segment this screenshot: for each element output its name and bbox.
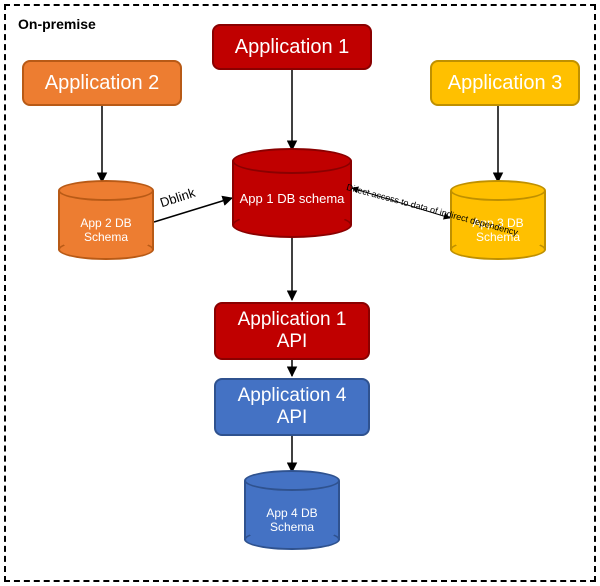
- node-app2: Application 2: [22, 60, 182, 106]
- node-db1: App 1 DB schema: [232, 148, 352, 238]
- diagram-canvas: On-premise Application 1 Application 2 App…: [0, 0, 600, 586]
- node-db2: App 2 DB Schema: [58, 180, 154, 260]
- node-app1api: Application 1 API: [214, 302, 370, 360]
- node-app1: Application 1: [212, 24, 372, 70]
- node-app3: Application 3: [430, 60, 580, 106]
- node-db4: App 4 DB Schema: [244, 470, 340, 550]
- node-app4api: Application 4 API: [214, 378, 370, 436]
- frame-title: On-premise: [18, 16, 96, 32]
